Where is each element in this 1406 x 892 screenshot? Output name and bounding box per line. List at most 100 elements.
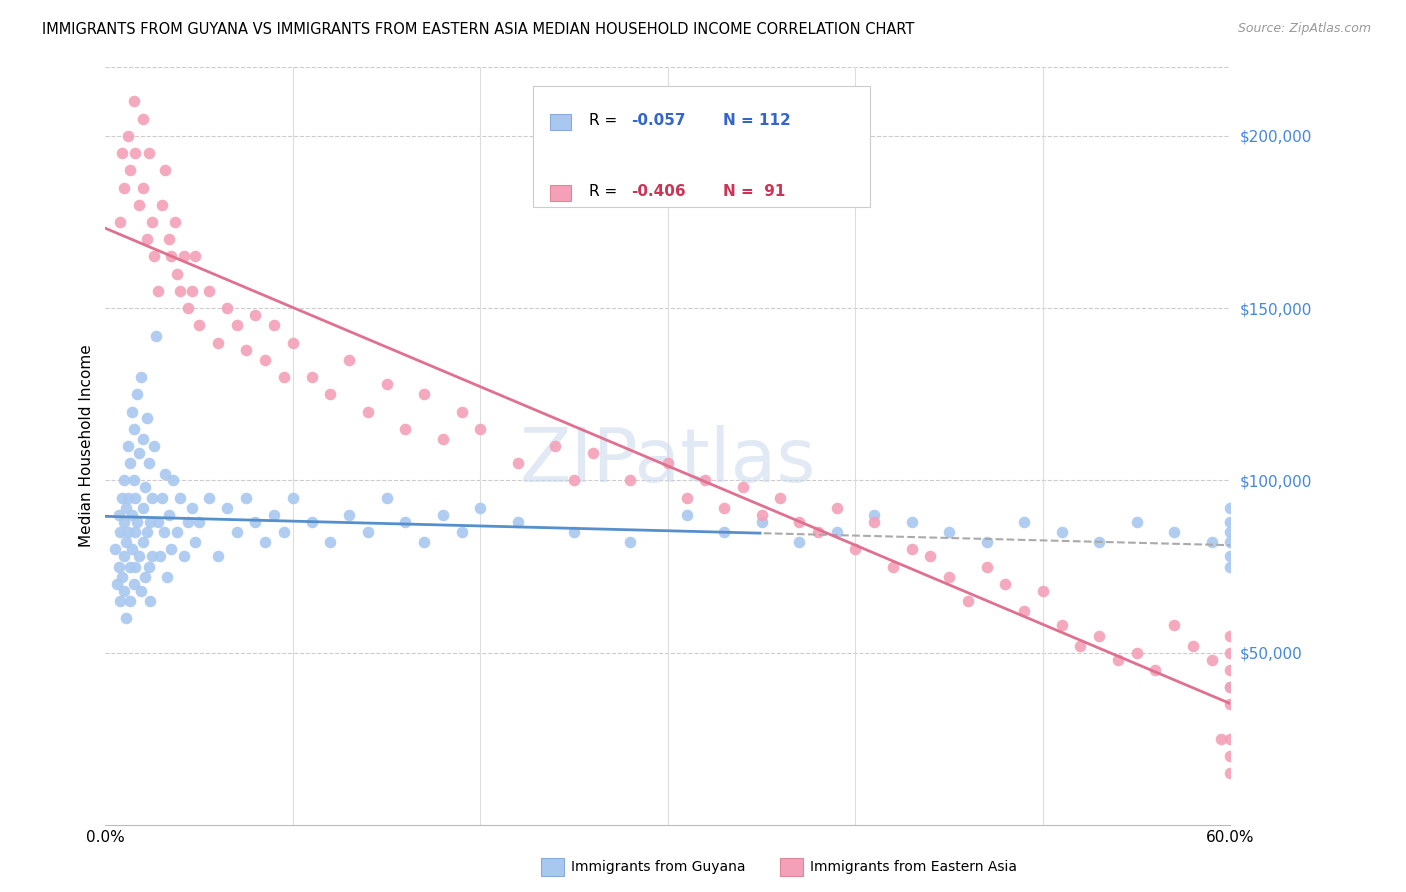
Point <box>110 525 132 540</box>
Point <box>173 249 195 264</box>
Text: Immigrants from Guyana: Immigrants from Guyana <box>571 860 745 874</box>
Point <box>900 542 922 557</box>
Point <box>207 549 229 564</box>
Point <box>217 301 239 315</box>
Point <box>180 284 202 298</box>
Point <box>135 232 157 246</box>
Point <box>337 508 360 522</box>
Point <box>107 559 129 574</box>
Point <box>115 501 138 516</box>
Point <box>117 128 139 143</box>
Y-axis label: Median Household Income: Median Household Income <box>79 344 94 548</box>
Point <box>1219 663 1241 677</box>
Point <box>132 501 155 516</box>
Point <box>281 491 304 505</box>
Point <box>1209 731 1232 746</box>
Point <box>111 491 134 505</box>
Point <box>273 370 295 384</box>
Point <box>235 343 257 357</box>
Point <box>751 515 773 529</box>
Point <box>357 404 380 418</box>
Point <box>117 439 139 453</box>
Point <box>375 376 398 391</box>
Point <box>1219 731 1241 746</box>
Point <box>163 215 186 229</box>
Text: R =: R = <box>589 113 623 128</box>
Point <box>118 163 141 178</box>
Point <box>138 146 160 161</box>
Point <box>105 577 128 591</box>
Point <box>138 456 160 470</box>
Point <box>121 542 143 557</box>
Point <box>118 456 141 470</box>
Point <box>1219 646 1241 660</box>
Point <box>619 535 641 549</box>
Point <box>1125 646 1147 660</box>
Point <box>281 335 304 350</box>
Point <box>146 284 169 298</box>
Point <box>129 370 152 384</box>
Point <box>470 422 492 436</box>
Point <box>1219 525 1241 540</box>
Point <box>301 515 323 529</box>
Point <box>582 446 605 460</box>
Point <box>121 508 143 522</box>
Point <box>150 198 173 212</box>
Point <box>173 549 195 564</box>
Point <box>920 549 942 564</box>
Text: ZIPatlas: ZIPatlas <box>520 425 815 498</box>
Point <box>1219 628 1241 642</box>
Point <box>994 577 1017 591</box>
Point <box>263 318 285 333</box>
Point <box>166 525 188 540</box>
Point <box>166 267 188 281</box>
Point <box>863 508 886 522</box>
Point <box>1219 501 1241 516</box>
Point <box>150 491 173 505</box>
Point <box>731 480 754 494</box>
Point <box>976 535 998 549</box>
Point <box>787 515 810 529</box>
Point <box>134 480 156 494</box>
Point <box>177 515 200 529</box>
Point <box>695 474 717 488</box>
Point <box>1050 525 1073 540</box>
Point <box>1219 549 1241 564</box>
Point <box>207 335 229 350</box>
Point <box>112 515 135 529</box>
Point <box>1163 618 1185 632</box>
Point <box>155 467 177 481</box>
Point <box>110 594 132 608</box>
Point <box>107 508 129 522</box>
Point <box>115 611 138 625</box>
Point <box>124 559 146 574</box>
Point <box>184 249 207 264</box>
Point <box>1163 525 1185 540</box>
Point <box>807 525 830 540</box>
Point <box>263 508 285 522</box>
Point <box>432 508 454 522</box>
Point <box>177 301 200 315</box>
Text: R =: R = <box>589 184 623 199</box>
Point <box>141 215 163 229</box>
Point <box>104 542 127 557</box>
Point <box>1088 628 1111 642</box>
Point <box>197 491 219 505</box>
Point <box>1088 535 1111 549</box>
Point <box>1201 535 1223 549</box>
Point <box>132 535 155 549</box>
Text: N =  91: N = 91 <box>723 184 785 199</box>
Point <box>413 535 436 549</box>
Point <box>132 180 155 194</box>
Point <box>938 570 960 584</box>
Point <box>112 474 135 488</box>
Point <box>160 542 183 557</box>
Point <box>1219 559 1241 574</box>
Point <box>111 570 134 584</box>
Point <box>197 284 219 298</box>
Point <box>127 515 149 529</box>
Text: IMMIGRANTS FROM GUYANA VS IMMIGRANTS FROM EASTERN ASIA MEDIAN HOUSEHOLD INCOME C: IMMIGRANTS FROM GUYANA VS IMMIGRANTS FRO… <box>42 22 914 37</box>
Point <box>180 501 202 516</box>
Point <box>132 112 155 126</box>
Point <box>844 542 866 557</box>
